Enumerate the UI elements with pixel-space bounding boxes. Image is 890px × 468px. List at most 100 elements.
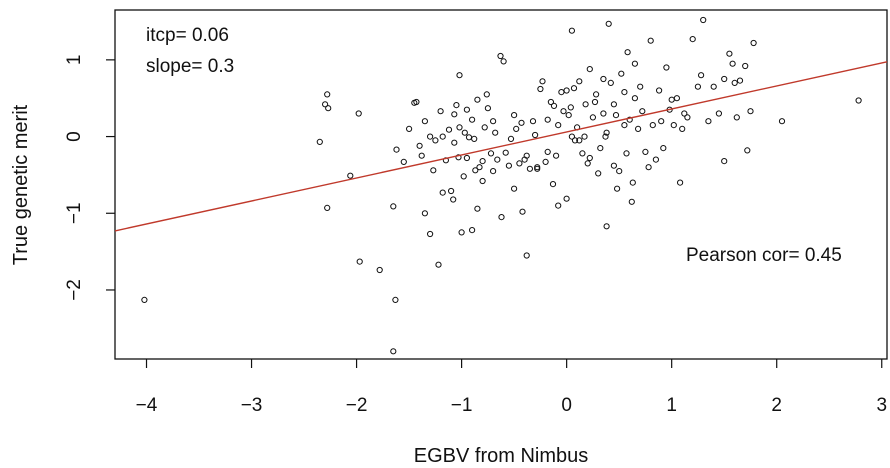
data-point — [673, 95, 681, 102]
data-point — [505, 162, 512, 169]
data-point — [658, 118, 665, 125]
data-point — [550, 102, 558, 110]
data-point — [742, 62, 749, 70]
data-point — [448, 187, 455, 195]
data-point — [579, 150, 586, 157]
data-point — [652, 156, 660, 163]
data-point — [469, 227, 476, 234]
data-point — [492, 129, 499, 136]
data-point — [747, 108, 754, 115]
data-point — [393, 146, 400, 153]
data-point — [568, 133, 576, 140]
data-point — [474, 96, 481, 103]
data-point — [418, 152, 425, 159]
data-point — [529, 118, 537, 125]
data-point — [537, 85, 544, 93]
data-point — [555, 122, 562, 129]
data-point — [621, 89, 628, 96]
data-point — [721, 75, 728, 83]
data-point — [479, 158, 486, 165]
data-point — [523, 252, 530, 259]
data-point — [710, 83, 717, 90]
x-tick-label: 1 — [666, 395, 677, 416]
data-point — [534, 165, 541, 172]
data-point — [560, 108, 567, 115]
data-point — [563, 87, 570, 94]
data-point — [582, 101, 589, 108]
data-point — [568, 27, 576, 34]
data-point — [400, 158, 407, 165]
regression-line-group — [114, 61, 888, 232]
x-tick-label: −4 — [136, 395, 158, 416]
data-point — [451, 139, 458, 146]
data-point — [460, 173, 467, 180]
data-point — [736, 77, 744, 84]
data-point — [600, 110, 607, 117]
data-point — [668, 96, 675, 103]
x-tick-label: −3 — [241, 395, 263, 416]
data-points — [141, 16, 862, 355]
data-point — [586, 66, 593, 73]
x-tick-label: 0 — [561, 395, 572, 416]
data-point — [567, 104, 574, 111]
data-point — [458, 229, 465, 236]
x-tick-label: −2 — [346, 395, 368, 416]
data-point — [502, 149, 509, 156]
data-point — [435, 261, 442, 268]
data-point — [430, 167, 437, 174]
data-point — [469, 116, 476, 123]
data-point — [481, 124, 488, 131]
data-point — [631, 95, 639, 102]
data-point — [595, 170, 602, 177]
plot-frame — [114, 9, 888, 360]
data-point — [605, 20, 612, 27]
data-point — [516, 160, 523, 167]
data-point — [624, 49, 631, 56]
data-point — [778, 118, 786, 125]
y-axis: −2 −1 0 1 — [64, 55, 115, 301]
data-point — [591, 98, 599, 106]
data-point — [500, 58, 507, 65]
data-point — [322, 101, 329, 108]
data-point — [544, 116, 551, 123]
data-point — [610, 162, 618, 169]
data-point — [510, 112, 518, 119]
data-point — [347, 172, 354, 179]
data-point — [416, 142, 423, 149]
data-point — [589, 114, 597, 121]
data-point — [490, 118, 497, 125]
data-point — [523, 152, 530, 159]
data-point — [547, 98, 555, 106]
slope-annotation: slope= 0.3 — [146, 56, 234, 77]
y-axis-title: True genetic merit — [10, 104, 32, 265]
data-point — [453, 102, 460, 109]
data-point — [656, 87, 663, 94]
data-point — [628, 198, 635, 205]
data-point — [647, 37, 654, 44]
data-point — [600, 75, 607, 83]
data-point — [439, 189, 446, 196]
data-point — [637, 83, 644, 90]
data-point — [406, 125, 413, 132]
data-point — [603, 129, 610, 136]
data-point — [694, 83, 702, 90]
data-point — [558, 89, 565, 96]
x-axis-title: EGBV from Nimbus — [414, 445, 588, 467]
data-point — [663, 64, 670, 71]
data-point — [356, 258, 363, 265]
data-point — [726, 50, 733, 57]
data-point — [576, 78, 583, 85]
data-point — [565, 112, 572, 119]
data-point — [439, 133, 446, 140]
data-point — [677, 179, 684, 186]
data-point — [476, 164, 483, 171]
x-tick-label: −1 — [451, 395, 473, 416]
data-point — [455, 154, 462, 161]
data-point — [621, 122, 628, 129]
data-point — [715, 110, 723, 117]
x-tick-label: 3 — [876, 395, 887, 416]
data-point — [744, 147, 751, 154]
data-point — [729, 60, 736, 67]
data-point — [456, 124, 463, 131]
data-point — [451, 111, 458, 118]
